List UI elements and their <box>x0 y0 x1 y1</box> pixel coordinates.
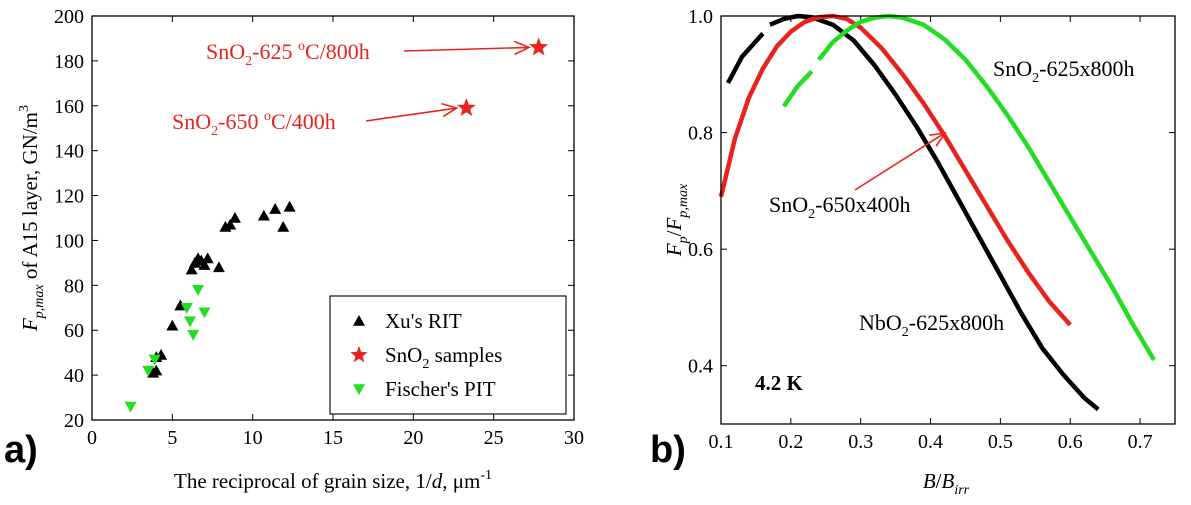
data-point-xu-rit <box>277 220 290 232</box>
temperature-label: 4.2 K <box>755 371 804 395</box>
x-tick-label: 0.6 <box>1058 431 1083 453</box>
panel-b-x-axis-title: B/Birr <box>923 469 970 498</box>
annotation-sno2-625: SnO2-625 oC/800h <box>206 39 370 69</box>
data-point-xu-rit <box>150 364 163 376</box>
y-tick-label: 1.0 <box>688 6 713 28</box>
data-point-xu-rit <box>174 299 187 311</box>
data-point-xu-rit <box>212 261 225 273</box>
y-tick-label: 20 <box>64 410 84 432</box>
data-point-xu-rit <box>269 203 282 214</box>
y-tick-label: 80 <box>64 275 84 297</box>
data-point-xu-rit <box>201 252 214 264</box>
y-tick-label: 0.6 <box>688 239 713 261</box>
data-point-sno2 <box>529 37 549 56</box>
y-tick-label: 180 <box>54 51 84 73</box>
panel-a-label: a) <box>4 429 38 471</box>
curve-sno2-625x800h <box>817 13 1156 362</box>
legend-box <box>329 295 567 415</box>
panel-b-plot-frame <box>720 15 1176 425</box>
x-tick-label: 30 <box>564 427 584 449</box>
y-tick-label: 0.8 <box>688 123 713 145</box>
data-point-xu-rit <box>257 209 270 221</box>
y-tick-label: 160 <box>54 96 84 118</box>
data-point-xu-rit <box>228 212 241 223</box>
data-point-fischer-pit <box>148 354 161 366</box>
x-tick-label: 0.4 <box>918 431 943 453</box>
x-tick-label: 0.3 <box>848 431 873 453</box>
legend-label-sno2: SnO2 samples <box>385 343 502 372</box>
curve-sno2-625x800h <box>782 69 814 108</box>
y-tick-label: 40 <box>64 365 84 387</box>
curve-label-sno2-625: SnO2-625x800h <box>993 56 1134 86</box>
legend-label-fischer: Fischer's PIT <box>385 377 496 401</box>
legend-label-xu: Xu's RIT <box>385 309 462 333</box>
annotation-arrow-625 <box>403 40 531 56</box>
panel-a-y-axis-title: Fp,max of A15 layer, GN/m3 <box>17 105 47 332</box>
x-tick-label: 10 <box>243 427 263 449</box>
panel-b-y-axis-title: Fp/Fp,max <box>662 183 691 257</box>
annotation-sno2-650: SnO2-650 oC/400h <box>172 109 336 139</box>
data-point-fischer-pit <box>124 401 137 413</box>
y-tick-label: 60 <box>64 320 84 342</box>
panel-b-label: b) <box>650 429 686 471</box>
x-tick-label: 0.5 <box>988 431 1013 453</box>
annotation-arrow-650 <box>365 102 459 122</box>
panel-b-line-chart: 0.1 0.2 0.3 0.4 0.5 0.6 0.7 0.4 0.6 0.8 1.0 SnO2-6… <box>650 6 1176 498</box>
curve-nbo2-625x800h <box>726 31 765 85</box>
data-point-xu-rit <box>166 319 179 331</box>
data-point-xu-rit <box>224 218 237 230</box>
panel-a-x-axis-title: The reciprocal of grain size, 1/d, μm-1 <box>174 468 492 493</box>
y-tick-label: 120 <box>54 186 84 208</box>
y-tick-label: 0.4 <box>688 356 713 378</box>
legend-marker-fischer <box>353 384 365 395</box>
legend-marker-sno2 <box>350 346 368 363</box>
x-tick-label: 0 <box>87 427 97 449</box>
x-tick-label: 0.7 <box>1128 431 1153 453</box>
data-point-sno2 <box>456 98 476 117</box>
x-tick-label: 15 <box>323 427 343 449</box>
data-point-xu-rit <box>185 263 198 275</box>
legend-marker-xu <box>353 315 365 326</box>
panel-a-scatter-chart: 0 5 10 15 20 25 30 20 40 60 80 100 120 140 160 180 200 S… <box>4 6 584 493</box>
x-tick-label: 20 <box>403 427 423 449</box>
curve-label-sno2-650: SnO2-650x400h <box>769 192 910 222</box>
data-point-xu-rit <box>198 259 211 270</box>
curve-label-nbo2-625: NbO2-625x800h <box>859 310 1004 340</box>
panel-a-plot-frame <box>91 15 575 421</box>
data-point-fischer-pit <box>198 307 211 319</box>
y-tick-label: 100 <box>54 230 84 252</box>
y-tick-label: 200 <box>54 6 84 28</box>
x-tick-label: 5 <box>167 427 177 449</box>
x-tick-label: 25 <box>484 427 504 449</box>
data-point-fischer-pit <box>180 302 193 314</box>
data-point-xu-rit <box>283 200 296 212</box>
panel-a-legend: Xu's RIT SnO2 samples Fischer's PIT <box>329 295 567 415</box>
curve-sno2-650x400h <box>718 13 1072 327</box>
curve-label-arrow-650 <box>854 131 947 191</box>
data-point-fischer-pit <box>187 329 200 341</box>
x-tick-label: 0.1 <box>709 431 734 453</box>
data-point-fischer-pit <box>184 316 197 328</box>
data-point-fischer-pit <box>192 285 205 296</box>
x-tick-label: 0.2 <box>778 431 803 453</box>
y-tick-label: 140 <box>54 141 84 163</box>
data-point-fischer-pit <box>142 365 155 377</box>
